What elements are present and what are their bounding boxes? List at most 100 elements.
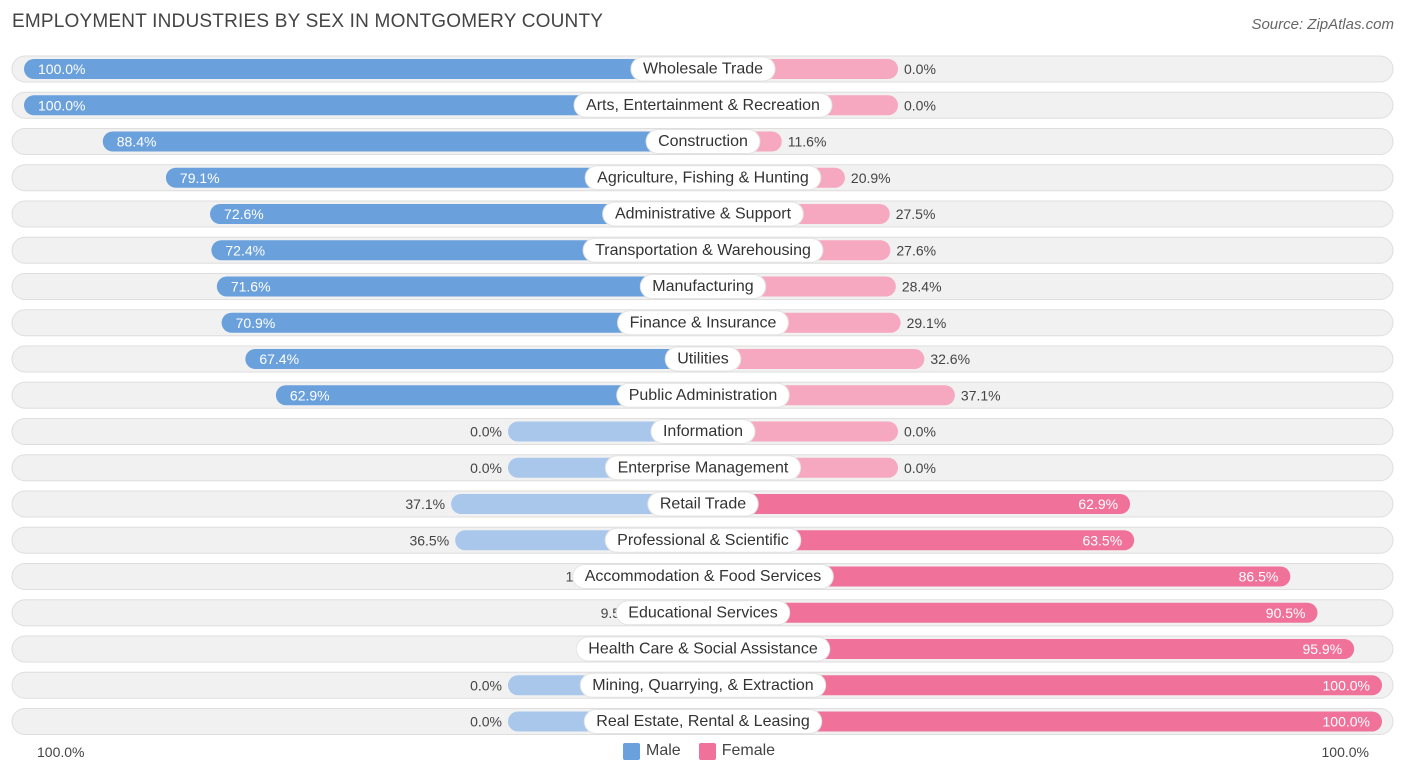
male-bar (451, 494, 703, 514)
male-value-label: 100.0% (38, 97, 85, 113)
male-bar (245, 349, 703, 369)
category-label: Transportation & Warehousing (595, 242, 811, 259)
male-value-label: 70.9% (236, 315, 276, 331)
category-label: Information (663, 423, 743, 440)
male-bar (210, 204, 703, 224)
category-label-pill (602, 201, 804, 227)
male-value-label: 79.1% (180, 170, 220, 186)
category-label-pill (604, 455, 802, 481)
source-label: Source: ZipAtlas.com (1251, 16, 1394, 33)
legend-swatch-female (698, 742, 716, 760)
legend: Male Female (623, 742, 793, 760)
category-label-pill (604, 527, 802, 553)
category-label-pill (664, 346, 742, 372)
category-label-pill (639, 274, 767, 299)
category-label: Administrative & Support (615, 206, 792, 223)
category-label: Enterprise Management (618, 459, 789, 476)
female-value-label: 37.1% (961, 387, 1001, 403)
category-label-pill (584, 165, 822, 191)
female-value-label: 0.0% (904, 424, 936, 440)
female-value-label: 11.6% (788, 134, 827, 150)
male-bar (275, 385, 703, 406)
category-label-pill (647, 491, 759, 517)
male-value-label: 72.6% (224, 206, 264, 222)
female-bar (703, 349, 925, 369)
category-label: Accommodation & Food Services (585, 568, 822, 585)
male-value-label: 67.4% (259, 351, 299, 367)
legend-label-female: Female (721, 742, 776, 759)
female-bar (703, 530, 1135, 551)
legend-label-male: Male (646, 742, 681, 759)
male-bar (216, 276, 703, 297)
female-value-label: 0.0% (904, 97, 936, 113)
male-value-label: 71.6% (231, 279, 271, 295)
female-value-label: 28.4% (902, 279, 942, 295)
female-value-label: 86.5% (1239, 569, 1279, 585)
female-bar (703, 711, 1382, 732)
male-value-label: 72.4% (225, 242, 265, 258)
female-value-label: 90.5% (1266, 605, 1306, 621)
category-label: Professional & Scientific (617, 532, 789, 549)
female-value-label: 20.9% (851, 170, 891, 186)
female-value-label: 95.9% (1302, 641, 1342, 657)
female-value-label: 27.6% (896, 242, 936, 258)
female-value-label: 0.0% (904, 460, 936, 476)
male-value-label: 100.0% (38, 61, 85, 77)
male-value-label: 0.0% (470, 677, 502, 693)
category-label: Educational Services (628, 604, 777, 621)
male-value-label: 88.4% (117, 134, 157, 150)
male-bar (211, 240, 704, 261)
category-label: Public Administration (629, 387, 778, 404)
category-label-pill (615, 600, 791, 626)
category-label-pill (645, 129, 761, 154)
female-value-label: 29.1% (907, 315, 947, 331)
category-label: Agriculture, Fishing & Hunting (597, 169, 809, 186)
female-bar (703, 494, 1131, 514)
male-bar (102, 131, 704, 152)
category-label-pill (650, 419, 756, 444)
category-label: Manufacturing (652, 278, 753, 295)
category-label: Construction (658, 133, 748, 150)
male-value-label: 36.5% (409, 532, 449, 548)
male-value-label: 62.9% (290, 387, 330, 403)
male-bar (165, 167, 703, 188)
category-label: Retail Trade (660, 496, 746, 513)
category-label: Real Estate, Rental & Leasing (596, 713, 809, 730)
category-label: Wholesale Trade (643, 61, 763, 78)
category-label: Finance & Insurance (630, 314, 777, 331)
chart-title: EMPLOYMENT INDUSTRIES BY SEX IN MONTGOME… (12, 11, 604, 32)
category-label: Health Care & Social Assistance (588, 641, 818, 658)
category-label: Mining, Quarrying, & Extraction (592, 677, 813, 694)
category-label-pill (617, 310, 789, 336)
category-label-pill (579, 672, 827, 698)
male-bar (221, 312, 704, 333)
category-label-pill (582, 237, 824, 263)
female-bar (703, 602, 1318, 623)
category-label-pill (616, 382, 790, 408)
female-value-label: 27.5% (896, 206, 936, 222)
axis-left-label: 100.0% (37, 744, 85, 760)
male-value-label: 0.0% (470, 424, 502, 440)
category-label-pill (630, 56, 776, 82)
male-value-label: 0.0% (470, 714, 502, 730)
category-label-pill (583, 709, 823, 734)
category-label-pill (573, 92, 833, 118)
female-bar (703, 639, 1355, 659)
female-value-label: 63.5% (1082, 532, 1122, 548)
female-value-label: 100.0% (1323, 677, 1370, 693)
category-label-pill (572, 564, 834, 589)
legend-item-male: Male (623, 742, 681, 760)
axis-right-label: 100.0% (1321, 744, 1369, 760)
male-value-label: 0.0% (470, 460, 502, 476)
male-bar (24, 95, 703, 116)
female-value-label: 100.0% (1323, 714, 1370, 730)
male-bar (24, 59, 703, 79)
female-value-label: 62.9% (1078, 496, 1118, 512)
male-value-label: 37.1% (405, 496, 445, 512)
female-value-label: 0.0% (904, 61, 936, 77)
category-label: Utilities (677, 351, 729, 368)
legend-swatch-male (623, 742, 640, 760)
female-value-label: 32.6% (930, 351, 970, 367)
category-label-pill (575, 636, 831, 662)
